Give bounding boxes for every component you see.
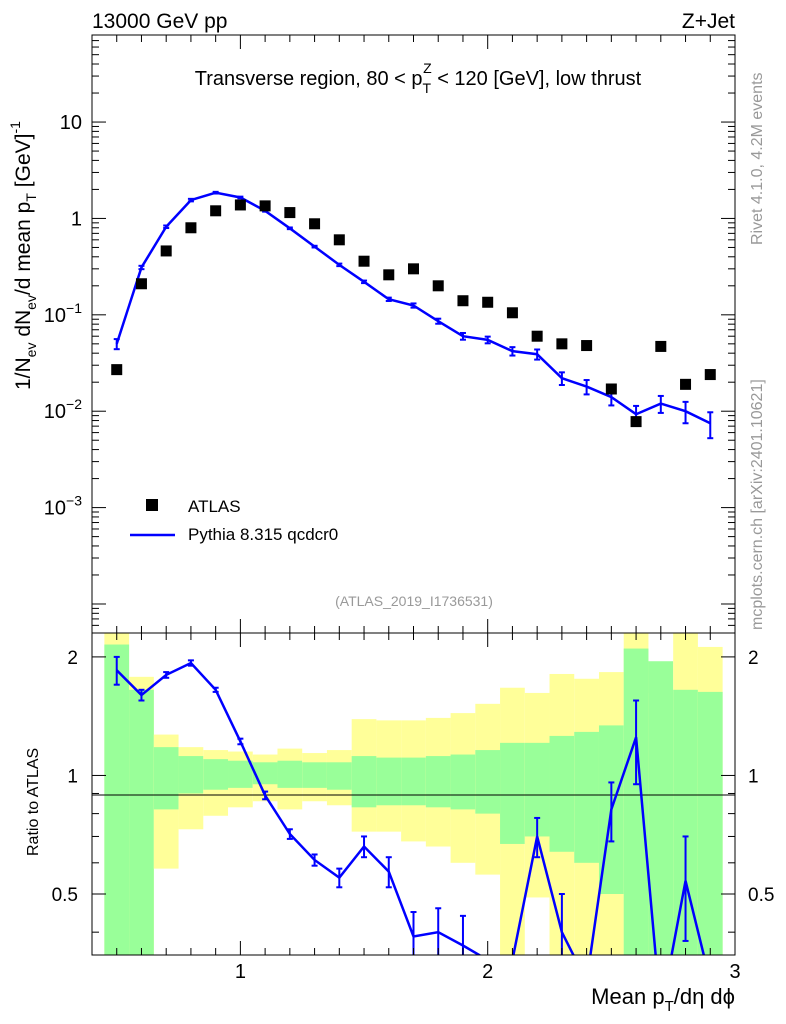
rivet-version-label: Rivet 4.1.0, 4.2M events bbox=[749, 72, 766, 245]
legend-label-atlas: ATLAS bbox=[188, 497, 241, 516]
data-point bbox=[259, 200, 271, 212]
data-point bbox=[432, 280, 444, 292]
data-point bbox=[185, 222, 197, 234]
data-point bbox=[135, 278, 147, 290]
data-point bbox=[234, 199, 246, 211]
ratio-series bbox=[113, 655, 706, 955]
ratio-y-tick-label: 1 bbox=[748, 766, 759, 787]
inner-band bbox=[326, 762, 352, 790]
data-point bbox=[333, 234, 345, 246]
data-point bbox=[309, 218, 321, 230]
main-ticks: 10−3 10−2 10−1 1 10 bbox=[44, 34, 735, 634]
inner-band bbox=[104, 644, 130, 955]
ratio-y-tick-label: 1 bbox=[67, 766, 78, 787]
ratio-y-tick-label: 0.5 bbox=[52, 885, 78, 906]
ratio-y-tick-label: 0.5 bbox=[748, 885, 774, 906]
ratio-y-tick-label: 2 bbox=[748, 648, 759, 669]
legend: ATLAS Pythia 8.315 qcdcr0 bbox=[130, 497, 338, 544]
inner-band bbox=[351, 756, 377, 808]
data-point bbox=[383, 269, 395, 281]
x-tick-label: 1 bbox=[235, 961, 246, 983]
data-point bbox=[655, 340, 667, 352]
data-point bbox=[704, 369, 716, 381]
ratio-line-group bbox=[113, 655, 706, 955]
energy-label: 13000 GeV pp bbox=[92, 10, 227, 33]
inner-band bbox=[302, 762, 327, 788]
data-point bbox=[457, 295, 469, 307]
y-tick-label: 10 bbox=[60, 112, 82, 134]
chart-title: Transverse region, 80 < pTZ < 120 [GeV],… bbox=[195, 60, 642, 96]
data-point bbox=[506, 307, 518, 319]
legend-marker-atlas bbox=[146, 499, 158, 511]
data-point bbox=[358, 255, 370, 267]
inner-band bbox=[450, 754, 476, 810]
uncertainty-bands bbox=[104, 633, 723, 955]
analysis-id: (ATLAS_2019_I1736531) bbox=[335, 593, 493, 609]
inner-band bbox=[228, 760, 253, 788]
data-point bbox=[630, 416, 642, 428]
data-point bbox=[284, 207, 296, 219]
y-tick-label: 10−3 bbox=[44, 493, 82, 520]
data-series bbox=[111, 199, 716, 428]
x-axis-label: Mean pT/dη dϕ bbox=[591, 984, 735, 1015]
inner-band bbox=[697, 691, 723, 955]
source-label: mcplots.cern.ch [arXiv:2401.10621] bbox=[749, 379, 766, 630]
legend-label-pythia: Pythia 8.315 qcdcr0 bbox=[188, 525, 338, 544]
data-point bbox=[531, 330, 543, 342]
process-label: Z+Jet bbox=[682, 10, 735, 33]
main-panel: 10−3 10−2 10−1 1 10 Transverse region, 80 < … bbox=[7, 34, 736, 634]
inner-band bbox=[203, 759, 229, 790]
data-point bbox=[581, 340, 593, 352]
inner-band bbox=[425, 756, 451, 808]
data-point bbox=[680, 378, 692, 390]
data-point bbox=[160, 245, 172, 257]
inner-band bbox=[178, 756, 204, 794]
ratio-ticks: 0.5 0.5 1 1 2 2 1 2 3 bbox=[52, 633, 774, 983]
x-tick-label: 3 bbox=[729, 961, 740, 983]
data-point bbox=[605, 383, 617, 395]
data-point bbox=[482, 296, 494, 308]
ratio-panel: 0.5 0.5 1 1 2 2 1 2 3 Ratio to ATLAS bbox=[25, 632, 774, 983]
ratio-y-tick-label: 2 bbox=[67, 648, 78, 669]
ratio-frame bbox=[91, 632, 736, 956]
inner-band bbox=[376, 757, 402, 806]
inner-band bbox=[277, 760, 303, 788]
ratio-y-label: Ratio to ATLAS bbox=[25, 748, 42, 856]
inner-band bbox=[129, 689, 154, 955]
data-point bbox=[210, 205, 222, 217]
inner-band bbox=[252, 762, 278, 785]
y-tick-label: 10−1 bbox=[44, 300, 82, 327]
y-axis-label: 1/Nev dNev/d mean pT [GeV]-1 bbox=[7, 121, 39, 390]
inner-band bbox=[401, 757, 426, 806]
y-tick-label: 10−2 bbox=[44, 396, 82, 423]
mc-series bbox=[113, 190, 714, 440]
inner-band bbox=[623, 648, 649, 955]
inner-band bbox=[574, 731, 599, 863]
data-point bbox=[111, 364, 123, 376]
data-point bbox=[556, 338, 568, 350]
inner-band bbox=[549, 735, 575, 852]
inner-band bbox=[153, 747, 179, 810]
inner-band bbox=[500, 742, 525, 844]
data-point bbox=[408, 263, 419, 275]
inner-band bbox=[475, 750, 501, 814]
y-tick-label: 1 bbox=[71, 208, 82, 230]
x-tick-label: 2 bbox=[482, 961, 493, 983]
inner-band bbox=[648, 661, 674, 955]
